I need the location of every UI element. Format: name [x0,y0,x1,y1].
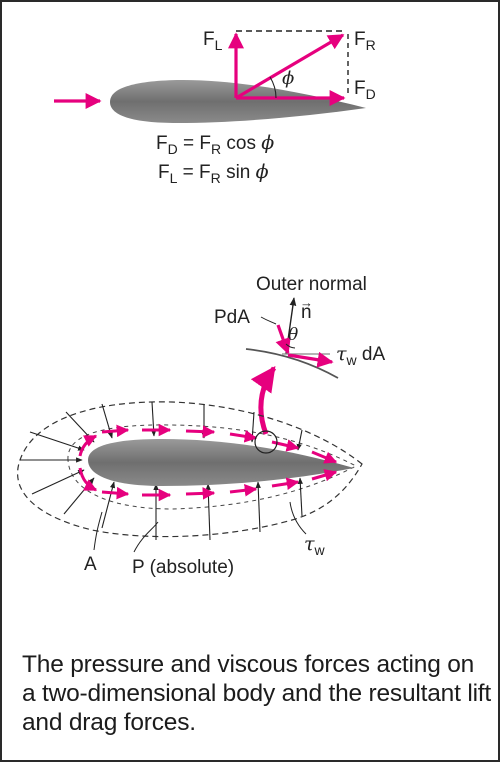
lift-drag-diagram: ϕ FL FR FD FD = FR cos ϕ FL = FR sin ϕ [54,29,376,186]
airfoil-top [110,80,366,123]
resultant-label: FR [354,29,376,53]
surface-tangent [246,349,338,378]
zoom-arrow [261,368,274,434]
equation-drag: FD = FR cos ϕ [156,132,274,157]
label-tau-w: τw [304,533,326,558]
theta-label: θ [288,325,298,345]
pressure-shear-diagram: A P (absolute) τw [18,402,362,578]
label-a: A [84,554,97,575]
shear-force-label: τw dA [336,343,385,368]
pressure-force-arrow [278,325,288,353]
pressure-force-label: PdA [214,307,250,328]
phi-label: ϕ [282,68,294,89]
pressure-leader [261,317,276,324]
leader-tau [290,502,306,534]
label-p-absolute: P (absolute) [132,557,234,578]
figure-caption: The pressure and viscous forces acting o… [22,650,492,737]
lift-label: FL [203,29,223,53]
equation-lift: FL = FR sin ϕ [158,161,269,186]
drag-label: FD [354,78,376,102]
vector-arrow-glyph: → [300,295,313,310]
outer-normal-label: Outer normal [256,274,367,295]
